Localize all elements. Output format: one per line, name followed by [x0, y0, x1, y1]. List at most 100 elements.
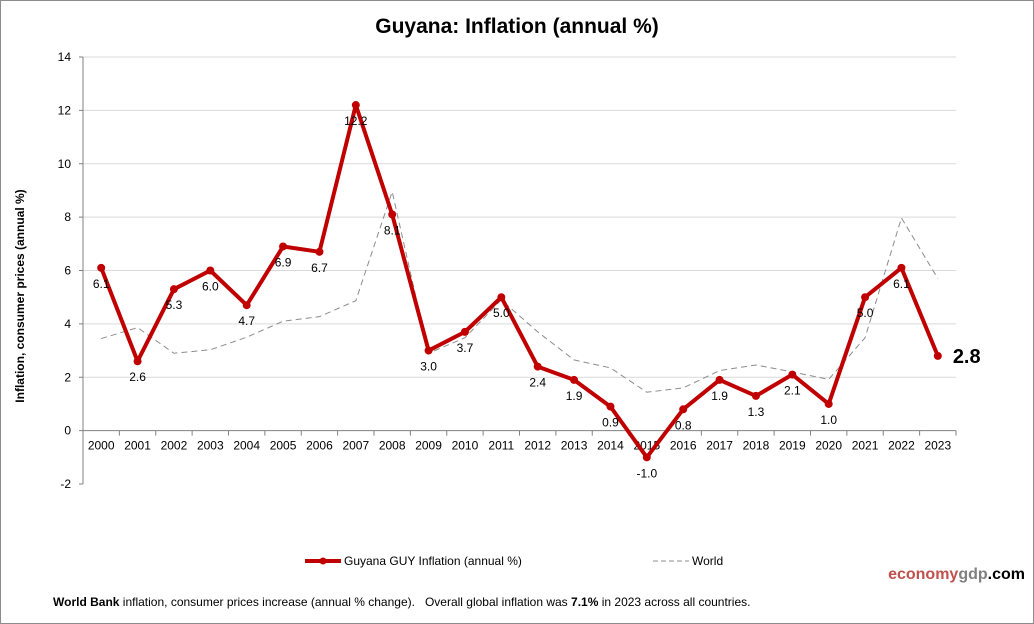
data-point-guyana [388, 210, 397, 219]
data-label: 8.1 [384, 223, 401, 237]
data-label: 6.1 [93, 277, 110, 291]
x-tick-label: 2000 [88, 439, 115, 453]
plot-area: -2 0 2 4 6 8 10 12 14 2000 2001 2002 2003 2004 2005 200… [58, 50, 981, 491]
data-point-guyana [679, 405, 688, 414]
data-label: 1.9 [566, 389, 583, 403]
data-point-guyana [824, 399, 833, 408]
y-tick-label: 4 [64, 317, 71, 331]
data-point-guyana [606, 402, 615, 411]
legend-line-dashed-icon [653, 560, 689, 562]
chart-title: Guyana: Inflation (annual %) [375, 15, 659, 38]
x-tick-label: 2023 [924, 439, 951, 453]
x-tick-label: 2003 [197, 439, 224, 453]
data-point-guyana [861, 293, 870, 302]
data-label: 5.0 [493, 306, 510, 320]
data-label: 5.0 [857, 306, 874, 320]
brand-part1: economy [888, 566, 959, 583]
last-value-label: 2.8 [953, 346, 981, 368]
legend-item-guyana: Guyana GUY Inflation (annual %) [305, 554, 522, 568]
x-tick-label: 2020 [815, 439, 842, 453]
data-point-guyana [570, 375, 579, 384]
x-tick-label: 2014 [597, 439, 624, 453]
data-label: 5.3 [166, 298, 183, 312]
data-point-guyana [351, 101, 360, 110]
data-point-guyana [897, 263, 906, 272]
footer-note: World Bank inflation, consumer prices in… [53, 595, 750, 609]
data-point-guyana [460, 327, 469, 336]
y-tick-label: 12 [58, 103, 72, 117]
data-label: 3.7 [457, 341, 474, 355]
x-tick-label: 2017 [706, 439, 733, 453]
legend-item-world: World [653, 554, 723, 568]
x-tick-label: 2010 [452, 439, 479, 453]
data-label: -1.0 [636, 466, 657, 480]
data-label: 1.9 [711, 389, 728, 403]
data-point-guyana [424, 346, 433, 355]
y-tick-label: -2 [60, 477, 71, 491]
data-label: 6.7 [311, 261, 328, 275]
y-tick-label: 8 [64, 210, 71, 224]
data-label: 1.0 [820, 413, 837, 427]
brand-part3: .com [987, 566, 1025, 583]
x-tick-label: 2016 [670, 439, 697, 453]
x-tick-label: 2018 [743, 439, 770, 453]
y-tick-label: 10 [58, 157, 72, 171]
series-line-guyana [99, 103, 940, 460]
y-tick-label: 2 [64, 370, 71, 384]
legend-label-world: World [692, 554, 724, 568]
data-point-guyana [169, 285, 178, 294]
footer-source: World Bank [53, 595, 120, 609]
x-tick-label: 2012 [524, 439, 551, 453]
data-label: 2.6 [129, 370, 146, 384]
legend-label-guyana: Guyana GUY Inflation (annual %) [344, 554, 522, 568]
y-tick-label: 6 [64, 264, 71, 278]
footer-value: 7.1% [571, 595, 599, 609]
x-tick-label: 2021 [852, 439, 879, 453]
data-point-guyana [133, 357, 142, 366]
legend-line-red-icon [305, 557, 341, 565]
data-point-guyana [97, 263, 106, 272]
data-point-guyana [242, 301, 251, 310]
data-point-guyana [642, 453, 651, 462]
data-label: 6.0 [202, 280, 219, 294]
x-tick-label: 2006 [306, 439, 333, 453]
data-label: 0.8 [675, 418, 692, 432]
x-tick-label: 2011 [488, 439, 514, 453]
data-point-guyana [933, 351, 942, 360]
footer-text1: inflation, consumer prices increase (ann… [119, 595, 572, 609]
x-tick-label: 2005 [270, 439, 297, 453]
data-point-guyana [788, 370, 797, 379]
data-label: 3.0 [420, 360, 437, 374]
data-label: 1.3 [748, 405, 765, 419]
data-point-guyana [206, 266, 215, 275]
data-point-guyana [715, 375, 724, 384]
x-tick-label: 2008 [379, 439, 406, 453]
x-tick-label: 2019 [779, 439, 806, 453]
x-tick-label: 2007 [342, 439, 369, 453]
data-label: 0.9 [602, 416, 619, 430]
data-point-guyana [497, 293, 506, 302]
data-label: 6.9 [275, 255, 292, 269]
x-tick-label: 2009 [415, 439, 442, 453]
y-tick-label: 14 [58, 50, 72, 64]
data-label: 2.4 [529, 376, 546, 390]
data-point-guyana [751, 391, 760, 400]
x-tick-label: 2022 [888, 439, 915, 453]
x-tick-label: 2001 [124, 439, 151, 453]
brand-part2: gdp [958, 566, 988, 583]
series-line-world [101, 189, 939, 393]
data-point-guyana [315, 247, 324, 256]
brand-logo: economygdp.com [888, 566, 1025, 584]
x-tick-label: 2002 [161, 439, 188, 453]
x-tick-label: 2004 [233, 439, 260, 453]
data-label: 2.1 [784, 384, 801, 398]
data-label: 6.1 [893, 277, 910, 291]
data-label: 12.2 [344, 114, 368, 128]
footer-text2: in 2023 across all countries. [598, 595, 751, 609]
x-tick-label: 2013 [561, 439, 588, 453]
data-point-guyana [533, 362, 542, 371]
data-label: 4.7 [238, 314, 255, 328]
y-tick-label: 0 [64, 424, 71, 438]
data-point-guyana [279, 242, 288, 251]
